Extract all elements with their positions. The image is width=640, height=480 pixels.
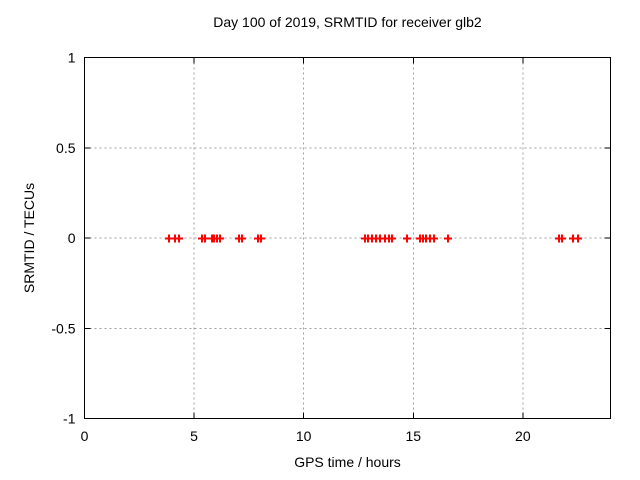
x-tick-label: 5 [190,428,198,444]
data-point-marker [430,234,438,243]
y-tick-label: 0.5 [56,140,76,156]
y-tick-label: -0.5 [51,320,75,336]
y-tick-label: -1 [63,411,76,427]
x-tick-label: 15 [405,428,421,444]
plot-border [84,57,611,419]
x-axis-label: GPS time / hours [294,454,401,470]
chart-title: Day 100 of 2019, SRMTID for receiver glb… [213,14,482,30]
x-tick-label: 20 [515,428,531,444]
data-point-marker [574,234,582,243]
y-tick-label: 0 [68,230,76,246]
data-point-marker [257,234,265,243]
y-tick-label: 1 [68,50,76,66]
data-point-marker [388,234,396,243]
data-point-marker [201,234,209,243]
data-point-marker [238,234,246,243]
data-point-marker [175,234,183,243]
x-tick-label: 10 [296,428,312,444]
data-point-marker [216,234,224,243]
x-tick-label: 0 [81,428,89,444]
data-point-marker [558,234,566,243]
data-point-marker [444,234,452,243]
data-point-marker [403,234,411,243]
